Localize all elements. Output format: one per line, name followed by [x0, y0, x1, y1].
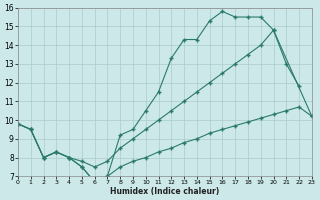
X-axis label: Humidex (Indice chaleur): Humidex (Indice chaleur)	[110, 187, 220, 196]
